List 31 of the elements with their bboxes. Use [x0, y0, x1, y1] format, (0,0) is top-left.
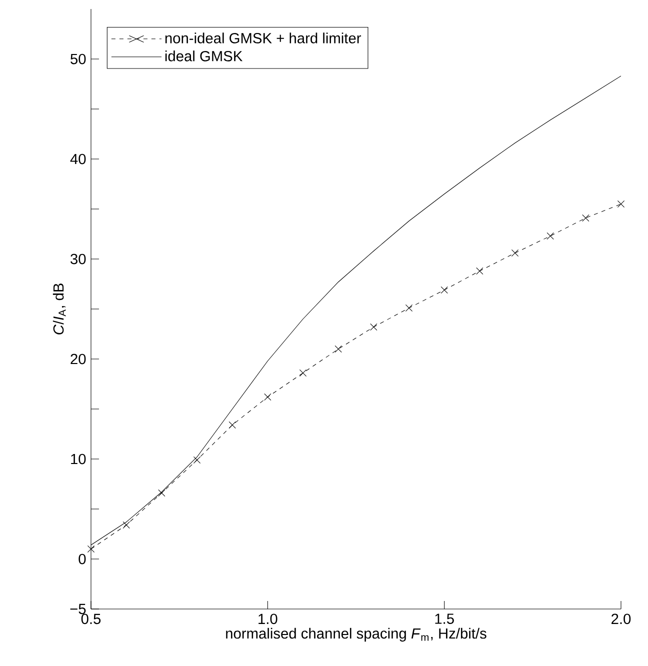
point — [546, 232, 554, 240]
point — [87, 545, 95, 553]
point — [334, 345, 342, 353]
point — [193, 456, 201, 464]
y-tick-label: 30 — [70, 254, 86, 264]
point — [158, 489, 166, 497]
point — [370, 323, 378, 331]
x-tick-label: 0.5 — [81, 614, 101, 624]
x-tick-label: 1.5 — [435, 614, 454, 624]
y-tick-label: 10 — [71, 454, 86, 464]
x-tick-label: 2.0 — [612, 614, 631, 624]
legend-label: ideal GMSK — [165, 50, 243, 62]
point — [476, 267, 484, 275]
legend-label: non-ideal GMSK + hard limiter — [165, 32, 362, 44]
point — [440, 286, 448, 294]
y-axis-title: C/I$_{A}$, dB — [52, 284, 66, 334]
x-axis-title: normalised channel spacing F$_{m}$, Hz/bit/s — [226, 628, 486, 642]
y-tick-label: 0 — [78, 554, 86, 564]
point — [299, 369, 307, 377]
y-tick-label: −5 — [70, 604, 86, 614]
point — [228, 421, 236, 429]
point — [264, 393, 272, 401]
point — [511, 249, 519, 257]
y-tick-label: 20 — [70, 354, 86, 364]
y-tick-label: 40 — [70, 154, 86, 164]
y-tick-label: 50 — [70, 54, 86, 64]
x-tick-label: 1.0 — [258, 614, 278, 624]
point — [582, 214, 590, 222]
point — [617, 200, 625, 208]
point — [122, 521, 130, 529]
point — [405, 304, 413, 312]
